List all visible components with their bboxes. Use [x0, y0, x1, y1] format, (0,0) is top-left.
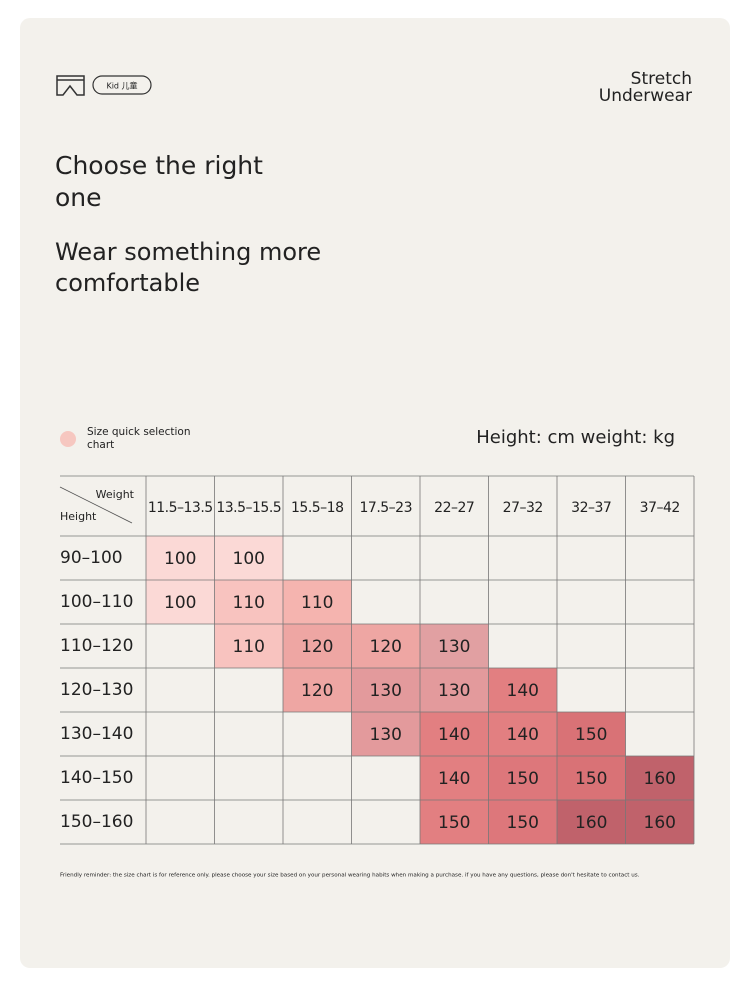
row-label: 150–160 — [60, 812, 133, 832]
size-value: 120 — [301, 681, 333, 701]
column-header: 13.5–15.5 — [216, 500, 281, 516]
size-value: 140 — [438, 725, 470, 745]
icon — [56, 75, 85, 96]
size-cell — [283, 624, 352, 668]
size-value: 150 — [507, 769, 539, 789]
size-value: 130 — [370, 681, 402, 701]
column-header: 37–42 — [640, 500, 680, 516]
size-cell — [146, 580, 215, 624]
size-value: 120 — [370, 637, 402, 657]
corner-label: Weight — [96, 488, 135, 501]
size-cell — [488, 712, 557, 756]
size-cell — [420, 668, 489, 712]
badge-frame — [92, 75, 152, 95]
size-value: 130 — [438, 681, 470, 701]
size-value: 150 — [507, 813, 539, 833]
size-cell — [488, 800, 557, 844]
size-cell — [420, 800, 489, 844]
units: Height: cm weight: kg — [476, 427, 675, 448]
size-value: 100 — [164, 549, 196, 569]
legend-label: Size quick selection — [87, 426, 191, 438]
size-cell — [214, 536, 283, 580]
corner-label: Height — [60, 510, 97, 523]
size-value: 110 — [233, 637, 265, 657]
column-header: 11.5–13.5 — [148, 500, 213, 516]
size-cell — [283, 668, 352, 712]
size-value: 100 — [164, 593, 196, 613]
row-label: 140–150 — [60, 768, 133, 788]
headline: one — [55, 183, 102, 212]
size-cell — [146, 536, 215, 580]
column-header: 22–27 — [434, 500, 474, 516]
size-value: 130 — [370, 725, 402, 745]
column-header: 17.5–23 — [360, 500, 413, 516]
row-label: 110–120 — [60, 636, 133, 656]
size-cell — [488, 756, 557, 800]
size-value: 160 — [575, 813, 607, 833]
footnote: Friendly reminder: the size chart is for… — [60, 873, 640, 879]
subheadline: Wear something more — [55, 238, 321, 266]
column-header: 27–32 — [503, 500, 543, 516]
size-value: 110 — [301, 593, 333, 613]
size-value: 150 — [575, 769, 607, 789]
column-header: 32–37 — [571, 500, 611, 516]
size-cell — [625, 756, 694, 800]
size-cell — [420, 624, 489, 668]
size-cell — [557, 756, 626, 800]
size-cell — [488, 668, 557, 712]
column-header: 15.5–18 — [291, 500, 344, 516]
size-value: 150 — [575, 725, 607, 745]
size-value: 130 — [438, 637, 470, 657]
size-cell — [557, 712, 626, 756]
size-value: 140 — [438, 769, 470, 789]
size-cell — [420, 712, 489, 756]
size-value: 160 — [644, 813, 676, 833]
size-cell — [625, 800, 694, 844]
size-value: 100 — [233, 549, 265, 569]
row-label: 130–140 — [60, 724, 133, 744]
subheadline: comfortable — [55, 269, 200, 297]
size-value: 110 — [233, 593, 265, 613]
size-cell — [283, 580, 352, 624]
size-cell — [214, 624, 283, 668]
size-cell — [351, 668, 420, 712]
brand: Underwear — [599, 86, 692, 106]
legend-dot — [60, 431, 76, 447]
row-label: 90–100 — [60, 548, 123, 568]
brand: Stretch — [631, 69, 692, 89]
headline: Choose the right — [55, 151, 263, 180]
size-value: 140 — [507, 681, 539, 701]
corner-diagonal — [59, 486, 133, 524]
legend-label: chart — [87, 439, 114, 451]
size-cell — [420, 756, 489, 800]
row-label: 100–110 — [60, 592, 133, 612]
size-value: 150 — [438, 813, 470, 833]
size-cell — [557, 800, 626, 844]
badge: Kid 儿童 — [106, 81, 137, 91]
size-value: 140 — [507, 725, 539, 745]
size-cell — [351, 712, 420, 756]
size-table: 90–100 100 100 100–110 100 110 110 110–120 110 12… — [60, 475, 695, 845]
row-label: 120–130 — [60, 680, 133, 700]
size-cell — [214, 580, 283, 624]
size-value: 160 — [644, 769, 676, 789]
size-value: 120 — [301, 637, 333, 657]
size-cell — [351, 624, 420, 668]
